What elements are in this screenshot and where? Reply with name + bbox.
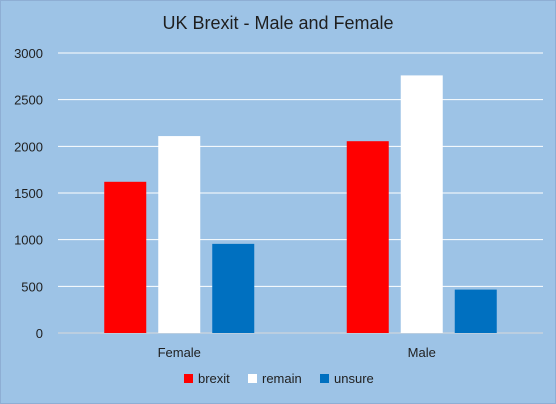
bar-remain-female xyxy=(158,136,201,333)
bar-unsure-male xyxy=(454,289,497,333)
y-tick-label: 0 xyxy=(36,326,43,341)
x-category-label: Female xyxy=(158,345,201,360)
bar-remain-male xyxy=(400,75,443,334)
y-tick-label: 1000 xyxy=(14,233,43,248)
y-tick-label: 2500 xyxy=(14,93,43,108)
x-axis-categories: Female Male xyxy=(158,345,436,360)
legend-label-brexit: brexit xyxy=(198,371,230,386)
bars xyxy=(104,75,497,334)
legend-swatch-remain xyxy=(248,374,257,383)
y-axis-ticks: 0 500 1000 1500 2000 2500 3000 xyxy=(14,46,43,341)
bar-unsure-female xyxy=(212,243,255,333)
chart-title: UK Brexit - Male and Female xyxy=(162,13,393,33)
legend-label-unsure: unsure xyxy=(334,371,374,386)
bar-brexit-male xyxy=(346,141,389,333)
legend-swatch-unsure xyxy=(320,374,329,383)
y-tick-label: 3000 xyxy=(14,46,43,61)
x-category-label: Male xyxy=(408,345,436,360)
y-tick-label: 500 xyxy=(21,279,43,294)
legend-label-remain: remain xyxy=(262,371,302,386)
y-tick-label: 2000 xyxy=(14,139,43,154)
legend: brexit remain unsure xyxy=(184,371,374,386)
y-tick-label: 1500 xyxy=(14,186,43,201)
legend-swatch-brexit xyxy=(184,374,193,383)
bar-brexit-female xyxy=(104,181,147,333)
